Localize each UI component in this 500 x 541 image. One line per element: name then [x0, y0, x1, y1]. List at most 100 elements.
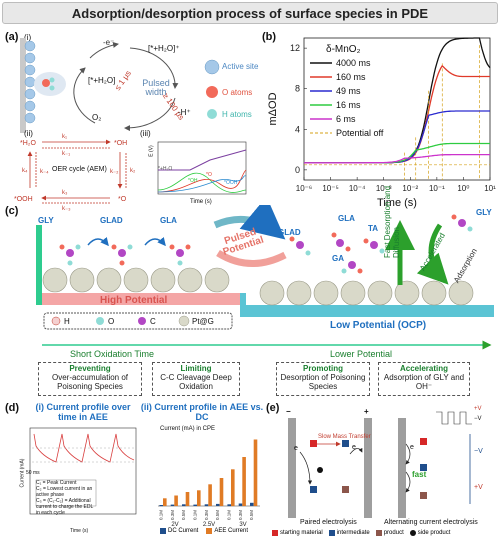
- d-i-title: (i) Current profile over time in AEE: [35, 402, 131, 422]
- e-fast: fast: [412, 470, 427, 479]
- c-lower-pot: Lower Potential: [330, 349, 393, 359]
- c-box-accelerating-head: Accelerating: [399, 364, 449, 373]
- d-bar-dc-6: [227, 504, 231, 507]
- oer-node-o: *O: [118, 196, 127, 203]
- e-paired: Paired electrolysis: [300, 519, 357, 526]
- e-alternating: Alternating current electrolysis: [384, 519, 478, 526]
- d-bar-aee-5: [219, 478, 224, 506]
- c-mol-gly-left: GLY: [38, 216, 54, 225]
- k-4-label: k₋₄: [40, 169, 49, 175]
- e-legend-starting: starting material: [272, 530, 323, 536]
- d-bar-aee-7: [242, 457, 246, 506]
- d-bar-aee-4: [208, 484, 212, 506]
- a-h2o-left: [*+H₂O]: [88, 76, 116, 85]
- c-low-potential: Low Potential (OCP): [330, 320, 427, 331]
- e-minus-sign: −: [286, 407, 291, 416]
- a-legend-o: O atoms: [222, 88, 253, 97]
- e-vminus: −V: [474, 448, 483, 455]
- d-ii-legend-dc: DC Current: [160, 528, 198, 534]
- d-bar-label-2: 0.5M: [181, 510, 186, 520]
- c-box-preventing: Preventing Over-accumulation of Poisonin…: [38, 362, 142, 396]
- c-box-preventing-body: Over-accumulation of Poisoning Species: [51, 373, 129, 391]
- d-ii-legend-aee-text: AEE Current: [214, 528, 249, 534]
- c-box-accelerating-body: Adsorption of GLY and OH⁻: [383, 373, 465, 391]
- b-plot-frame: [303, 37, 491, 181]
- a-h2o-top: [*+H₂O]⁺: [148, 44, 180, 53]
- d-ii-ylabel: Current (mA) in CPE: [160, 426, 216, 432]
- d-bar-label-7: 0.3M: [238, 510, 243, 520]
- d-ii-legend: DC Current AEE Current: [160, 528, 248, 534]
- a-iii-sp3: *OOH: [224, 180, 238, 186]
- b-xtick-label-7: 10¹: [484, 184, 496, 193]
- d-ii-legend-aee: AEE Current: [206, 528, 248, 534]
- c-mol-glad-right: GLAD: [278, 228, 301, 237]
- panel-b-label: (b): [262, 31, 277, 43]
- c-box-limiting-head: Limiting: [180, 364, 212, 373]
- b-xtick-label-1: 10⁻⁵: [322, 184, 338, 193]
- b-xlabel: Time (s): [377, 197, 417, 209]
- k-1-label: k₋₁: [62, 151, 71, 157]
- b-xtick-label-3: 10⁻³: [376, 184, 392, 193]
- d-ii-legend-aee-swatch: [206, 528, 213, 534]
- c-box-promoting-head: Promoting: [303, 364, 343, 373]
- d-bar-label-3: 0.1M: [193, 510, 198, 520]
- d-ii-legend-dc-swatch: [160, 528, 166, 534]
- c-legend-o: O: [108, 317, 115, 326]
- d-group-label-1: 2.5V: [203, 522, 215, 528]
- d-bar-dc-8: [250, 502, 254, 506]
- d-i-note-3: C₃ = (C₁-C₂) = Additional current to cha…: [36, 498, 94, 516]
- c-mol-gla-right: GLA: [338, 214, 355, 223]
- d-bar-dc-1: [170, 504, 175, 506]
- oer-cycle-label: OER cycle (AEM): [52, 166, 107, 173]
- panel-c-scene: [36, 205, 494, 350]
- d-bar-aee-3: [197, 490, 201, 507]
- b-chart-title: δ-MnO₂: [326, 44, 361, 55]
- e-legend-starting-swatch: [272, 530, 278, 536]
- k4-label: k₄: [22, 168, 28, 174]
- panel-a-i-label: (i): [24, 33, 32, 42]
- k-3-label: k₋₃: [62, 206, 71, 212]
- a-iii-sp0: *+H₂O: [158, 166, 173, 172]
- d-bar-dc-7: [238, 503, 243, 506]
- e-e-label-1: e: [294, 445, 298, 452]
- e-legend-starting-text: starting material: [280, 530, 323, 536]
- e-legend-side-text: side product: [417, 530, 451, 536]
- b-ytick-label-3: 12: [290, 43, 300, 53]
- d-bar-dc-4: [204, 504, 209, 507]
- d-bar-aee-2: [185, 492, 190, 506]
- d-ii-legend-dc-text: DC Current: [168, 528, 199, 534]
- b-xtick-label-6: 10⁰: [457, 184, 469, 193]
- a-iii-sp2: *O: [206, 172, 212, 178]
- c-box-promoting-body: Desorption of Poisoning Species: [280, 373, 366, 391]
- e-vplus: +V: [474, 484, 483, 491]
- d-group-label-2: 3V: [239, 522, 246, 528]
- oer-node-oh: *OH: [114, 140, 128, 147]
- b-xtick-label-2: 10⁻⁴: [349, 184, 366, 193]
- d-i-note-1: C₁ = Peak Current: [36, 480, 77, 486]
- d-i-ylabel: Current (mA): [19, 458, 26, 488]
- b-legend-label-0: 4000 ms: [336, 58, 371, 68]
- d-bar-dc-0: [159, 505, 163, 507]
- c-mol-gla-left: GLA: [160, 216, 177, 225]
- e-legend-side-swatch: [409, 530, 416, 536]
- d-bar-label-0: 0.1M: [159, 510, 164, 520]
- e-legend-product-text: product: [383, 530, 404, 536]
- panel-e-diagram: [288, 411, 472, 518]
- b-ytick-label-1: 4: [295, 124, 300, 134]
- d-bar-dc-5: [216, 503, 220, 506]
- c-mol-glad-left: GLAD: [100, 216, 123, 225]
- a-o2: O₂: [92, 113, 102, 122]
- a-pulsed-width: Pulsed width: [142, 78, 170, 97]
- a-h-minus: -H⁺: [178, 108, 191, 117]
- e-legend-side: side product: [409, 530, 451, 536]
- d-bar-aee-1: [174, 495, 178, 506]
- d-bar-dc-2: [182, 504, 186, 507]
- a-legend-h: H atoms: [222, 110, 252, 119]
- e-legend: starting material intermediate product s…: [272, 530, 450, 536]
- d-bar-aee-0: [163, 498, 167, 506]
- panel-b-chart: 0 4 8 12 10⁻⁶ 10⁻⁵ 10⁻⁴ 10⁻³ 10⁻² 10⁻¹ 10⁰ 10¹ Time …: [267, 37, 496, 209]
- e-legend-intermediate-swatch: [328, 530, 335, 536]
- b-legend-label-1: 160 ms: [336, 72, 366, 82]
- b-xtick-label-0: 10⁻⁶: [296, 184, 312, 193]
